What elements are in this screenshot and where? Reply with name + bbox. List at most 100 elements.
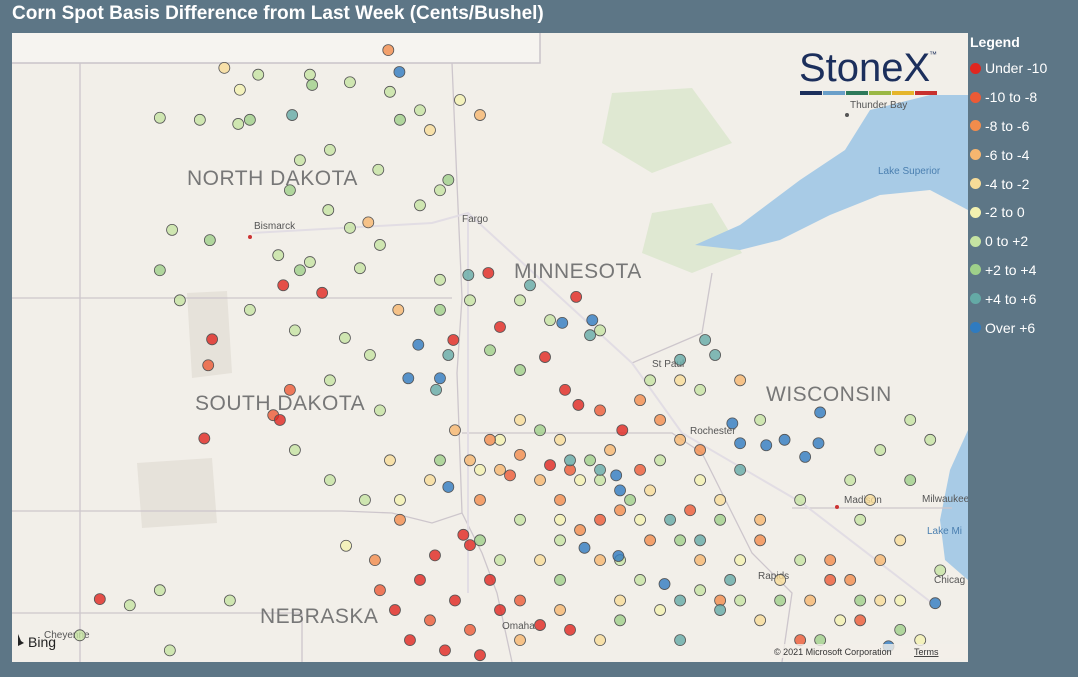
location-point[interactable] [554, 433, 566, 446]
location-point[interactable] [694, 444, 706, 456]
location-point[interactable] [854, 614, 867, 627]
location-point[interactable] [874, 554, 887, 567]
location-point[interactable] [202, 359, 215, 372]
legend-item[interactable]: 0 to +2 [970, 227, 1076, 256]
location-point[interactable] [774, 594, 787, 607]
location-point[interactable] [904, 474, 917, 487]
location-point[interactable] [534, 619, 546, 631]
location-point[interactable] [674, 594, 686, 607]
location-point[interactable] [442, 349, 455, 361]
location-point[interactable] [286, 109, 299, 121]
location-point[interactable] [694, 383, 706, 396]
location-point[interactable] [734, 594, 747, 607]
location-point[interactable] [484, 433, 496, 446]
location-point[interactable] [384, 85, 396, 98]
location-point[interactable] [414, 104, 426, 117]
location-point[interactable] [514, 513, 526, 526]
location-point[interactable] [586, 314, 599, 327]
location-point[interactable] [294, 264, 306, 277]
location-point[interactable] [504, 469, 516, 482]
location-point[interactable] [277, 279, 290, 292]
location-point[interactable] [484, 574, 496, 586]
location-point[interactable] [252, 68, 265, 81]
location-point[interactable] [724, 574, 737, 586]
location-point[interactable] [824, 554, 837, 567]
location-point[interactable] [344, 76, 356, 89]
location-point[interactable] [694, 474, 706, 487]
location-point[interactable] [734, 554, 747, 567]
location-point[interactable] [894, 623, 907, 636]
location-point[interactable] [457, 528, 470, 541]
location-point[interactable] [354, 262, 366, 275]
location-point[interactable] [494, 433, 506, 446]
location-point[interactable] [404, 634, 416, 647]
location-point[interactable] [394, 494, 406, 506]
location-point[interactable] [447, 334, 460, 346]
location-point[interactable] [434, 273, 446, 286]
location-point[interactable] [449, 424, 461, 437]
location-point[interactable] [449, 594, 461, 607]
location-point[interactable] [474, 109, 486, 121]
location-point[interactable] [384, 454, 396, 467]
location-point[interactable] [684, 504, 696, 517]
location-point[interactable] [439, 644, 451, 657]
location-point[interactable] [304, 68, 316, 81]
location-point[interactable] [474, 463, 486, 476]
location-point[interactable] [223, 594, 236, 607]
location-point[interactable] [658, 578, 671, 590]
location-point[interactable] [634, 463, 646, 476]
location-point[interactable] [289, 444, 301, 456]
location-point[interactable] [514, 364, 526, 376]
location-point[interactable] [369, 554, 381, 567]
location-point[interactable] [402, 372, 415, 385]
location-point[interactable] [462, 269, 475, 281]
location-point[interactable] [392, 303, 405, 316]
location-point[interactable] [414, 199, 426, 212]
location-point[interactable] [594, 463, 606, 476]
location-point[interactable] [824, 574, 837, 586]
location-point[interactable] [73, 629, 86, 642]
location-point[interactable] [364, 349, 376, 361]
location-point[interactable] [494, 604, 506, 616]
location-point[interactable] [612, 550, 625, 562]
legend-item[interactable]: -6 to -4 [970, 140, 1076, 169]
location-point[interactable] [362, 216, 375, 229]
location-point[interactable] [554, 534, 566, 547]
location-point[interactable] [544, 314, 556, 327]
legend-item[interactable]: -2 to 0 [970, 198, 1076, 227]
location-point[interactable] [754, 614, 767, 627]
location-point[interactable] [572, 399, 585, 411]
location-point[interactable] [206, 333, 218, 346]
location-point[interactable] [554, 604, 566, 616]
location-point[interactable] [574, 524, 586, 536]
location-point[interactable] [272, 249, 285, 262]
legend-item[interactable]: -8 to -6 [970, 112, 1076, 141]
location-point[interactable] [604, 444, 616, 456]
location-point[interactable] [394, 513, 406, 526]
location-point[interactable] [494, 554, 506, 567]
location-point[interactable] [232, 118, 245, 130]
location-point[interactable] [714, 604, 727, 616]
location-point[interactable] [584, 329, 596, 342]
location-point[interactable] [316, 286, 329, 299]
location-point[interactable] [434, 303, 446, 316]
location-point[interactable] [304, 256, 316, 268]
location-point[interactable] [442, 481, 455, 493]
location-point[interactable] [289, 324, 301, 337]
location-point[interactable] [594, 554, 606, 567]
location-point[interactable] [844, 574, 857, 586]
location-point[interactable] [674, 353, 686, 366]
location-point[interactable] [514, 634, 526, 647]
location-point[interactable] [514, 448, 526, 461]
location-point[interactable] [534, 554, 546, 567]
location-point[interactable] [556, 316, 569, 329]
location-point[interactable] [482, 267, 495, 279]
legend-item[interactable]: Under -10 [970, 54, 1076, 83]
location-point[interactable] [514, 414, 526, 426]
location-point[interactable] [539, 351, 551, 363]
location-point[interactable] [624, 494, 636, 506]
location-point[interactable] [374, 584, 386, 597]
location-point[interactable] [794, 634, 807, 647]
location-point[interactable] [754, 414, 767, 426]
location-point[interactable] [584, 454, 596, 467]
